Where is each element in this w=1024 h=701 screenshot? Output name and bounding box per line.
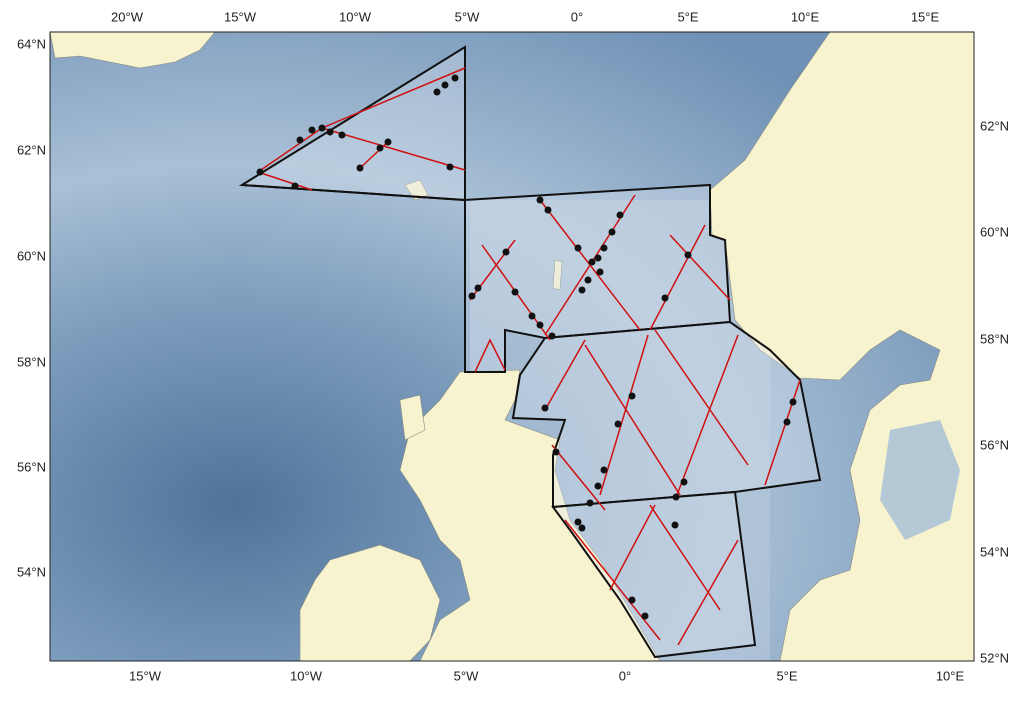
transects [257,67,801,646]
right-labels: 62°N 60°N 58°N 56°N 54°N 52°N [980,118,1009,665]
lat-label: 62°N [17,142,46,157]
lon-label: 0° [571,9,583,24]
lat-label: 54°N [980,544,1009,559]
bottom-labels: 15°W 10°W 5°W 0° 5°E 10°E [129,668,964,683]
lon-label: 20°W [111,9,144,24]
lon-label: 10°W [339,9,372,24]
lon-label: 15°E [911,9,940,24]
lat-label: 58°N [980,331,1009,346]
lon-label: 10°E [936,668,965,683]
lat-label: 52°N [980,650,1009,665]
lon-label: 5°W [454,668,479,683]
zone-south [551,490,757,659]
shetland [552,259,563,291]
lon-label: 0° [619,668,631,683]
lat-label: 58°N [17,354,46,369]
iceland [50,32,216,69]
sample-points [256,74,797,620]
lon-label: 5°E [776,668,797,683]
lat-label: 60°N [980,224,1009,239]
faroe [404,179,429,201]
map-body [50,32,974,661]
left-labels: 64°N 62°N 60°N 58°N 56°N 54°N [17,36,46,579]
lon-label: 10°W [290,668,323,683]
lon-label: 5°E [677,9,698,24]
hebrides [399,394,426,441]
lat-label: 54°N [17,564,46,579]
baltic [880,420,960,540]
lat-label: 56°N [17,459,46,474]
lat-label: 56°N [980,437,1009,452]
lon-label: 15°W [129,668,162,683]
lon-label: 15°W [224,9,257,24]
lat-label: 60°N [17,248,46,263]
ireland [299,544,441,661]
great-britain [399,369,661,661]
lat-label: 62°N [980,118,1009,133]
frame [49,31,975,662]
lat-label: 64°N [17,36,46,51]
lon-label: 10°E [791,9,820,24]
top-labels: 20°W 15°W 10°W 5°W 0° 5°E 10°E 15°E [111,9,939,24]
lon-label: 5°W [455,9,480,24]
